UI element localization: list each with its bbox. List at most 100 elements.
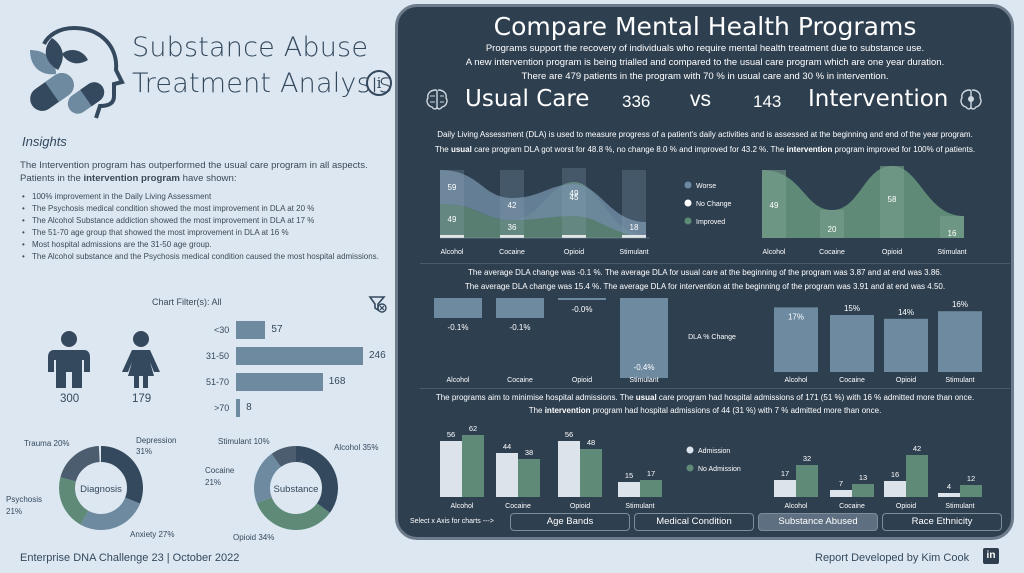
donut-slice[interactable] <box>254 446 338 530</box>
no-admission-bar[interactable] <box>580 449 602 497</box>
donut-label: Opioid 34% <box>233 533 274 542</box>
female-icon[interactable] <box>118 330 164 388</box>
worse-area[interactable] <box>440 170 646 236</box>
insight-item: Most hospital admissions are the 31-50 a… <box>20 240 380 251</box>
x-tick-label: Opioid <box>882 249 902 256</box>
intervention-label: Intervention <box>808 86 949 112</box>
info-icon[interactable]: i <box>366 70 392 96</box>
dla-change-bar[interactable] <box>774 307 818 372</box>
linkedin-icon[interactable]: in <box>983 548 999 564</box>
nav-substance-abused-button[interactable]: Substance Abused <box>758 513 878 531</box>
female-count: 179 <box>132 393 152 405</box>
admission-value: 56 <box>447 430 455 439</box>
nav-age-bands-button[interactable]: Age Bands <box>510 513 630 531</box>
admission-bar[interactable] <box>830 490 852 497</box>
no-admission-bar[interactable] <box>960 485 982 497</box>
nav-race-ethnicity-button[interactable]: Race Ethnicity <box>882 513 1002 531</box>
no-admission-bar[interactable] <box>796 465 818 497</box>
donut-label: 21% <box>6 507 22 516</box>
donut-label: Stimulant 10% <box>218 437 270 446</box>
donut-label: Anxiety 27% <box>130 530 174 539</box>
no-admission-value: 38 <box>525 448 533 457</box>
category-band <box>622 170 646 238</box>
x-tick-label: Stimulant <box>945 377 974 384</box>
category-band <box>440 170 464 238</box>
legend-dot <box>686 446 694 454</box>
nav-medical-condition-button[interactable]: Medical Condition <box>634 513 754 531</box>
male-icon[interactable] <box>44 330 94 388</box>
dla-change-bar[interactable] <box>938 311 982 372</box>
legend-label[interactable]: No Admission <box>698 466 741 473</box>
usual-care-count: 336 <box>622 92 651 111</box>
x-tick-label: Opioid <box>570 503 590 510</box>
male-count: 300 <box>60 393 80 405</box>
dla-change-bar[interactable] <box>496 298 544 318</box>
donut-slice[interactable] <box>254 446 338 530</box>
no-admission-bar[interactable] <box>906 455 928 497</box>
dla-change-legend: DLA % Change <box>688 334 736 341</box>
dla-summary: The usual care program DLA got worst for… <box>400 145 1010 154</box>
age-band-bar[interactable] <box>236 399 241 417</box>
x-tick-label: Cocaine <box>819 249 845 256</box>
legend-dot <box>684 199 692 207</box>
insight-item: 100% improvement in the Daily Living Ass… <box>20 192 380 203</box>
x-tick-label: Stimulant <box>937 249 966 256</box>
dla-change-bar[interactable] <box>884 318 928 372</box>
no-admission-value: 13 <box>859 473 867 482</box>
dla-change-bar[interactable] <box>620 298 668 378</box>
admission-bar[interactable] <box>938 493 960 497</box>
insight-item: The 51-70 age group that showed the most… <box>20 228 380 239</box>
x-tick-label: Alcohol <box>441 249 464 256</box>
legend-label[interactable]: Worse <box>696 183 716 190</box>
age-band-label: >70 <box>214 403 230 413</box>
age-band-bar[interactable] <box>236 321 266 339</box>
substance-center-label: Substance <box>274 484 319 495</box>
age-band-bar[interactable] <box>236 347 363 365</box>
dla-description: Daily Living Assessment (DLA) is used to… <box>437 130 973 139</box>
insights-paragraph: The Intervention program has outperforme… <box>20 160 380 185</box>
no-admission-bar[interactable] <box>518 459 540 497</box>
admission-bar[interactable] <box>884 481 906 497</box>
dla-change-label: -0.1% <box>448 323 469 332</box>
filter-reset-icon[interactable] <box>368 294 388 314</box>
dla-text: program improved for 100% of patients. <box>832 145 976 154</box>
brain-icon <box>426 89 448 110</box>
donut-slice[interactable] <box>59 446 143 530</box>
category-band <box>940 216 964 238</box>
x-tick-label: Cocaine <box>505 503 531 510</box>
age-band-bar[interactable] <box>236 373 323 391</box>
divider <box>420 263 1010 264</box>
no-admission-value: 17 <box>647 469 655 478</box>
divider <box>420 388 1010 389</box>
admission-bar[interactable] <box>440 441 462 497</box>
dla-change-bar[interactable] <box>558 298 606 300</box>
legend-dot <box>686 464 694 472</box>
usual-care-label: Usual Care <box>465 86 590 112</box>
panel-title: Compare Mental Health Programs <box>493 12 917 41</box>
panel-subtitle-2: A new intervention program is being tria… <box>465 57 945 68</box>
admission-bar[interactable] <box>774 480 796 497</box>
worse-value: 18 <box>630 223 639 232</box>
donut-slice[interactable] <box>254 446 338 530</box>
dla-change-bar[interactable] <box>434 298 482 318</box>
donut-label: Cocaine <box>205 466 235 475</box>
donut-label: Depression <box>136 436 176 445</box>
worse-value: 42 <box>508 201 517 210</box>
legend-label[interactable]: Improved <box>696 219 725 226</box>
improved-area[interactable] <box>762 166 964 238</box>
admission-bar[interactable] <box>496 453 518 497</box>
x-tick-label: Opioid <box>896 377 916 384</box>
dla-change-bar[interactable] <box>830 315 874 372</box>
no-admission-bar[interactable] <box>462 435 484 497</box>
no-admission-bar[interactable] <box>640 480 662 497</box>
admission-charts: 56 62 Alcohol 44 38 Cocaine 56 48 Opioid 15 17 Stim… <box>440 424 982 510</box>
legend-label[interactable]: Admission <box>698 448 730 455</box>
admission-bar[interactable] <box>558 441 580 497</box>
no-admission-bar[interactable] <box>852 484 874 497</box>
legend-label[interactable]: No Change <box>696 201 732 208</box>
donut-slice[interactable] <box>59 446 143 530</box>
insights-heading: Insights <box>22 134 67 149</box>
admission-bar[interactable] <box>618 482 640 497</box>
donut-slice[interactable] <box>59 446 143 530</box>
category-band <box>880 166 904 238</box>
